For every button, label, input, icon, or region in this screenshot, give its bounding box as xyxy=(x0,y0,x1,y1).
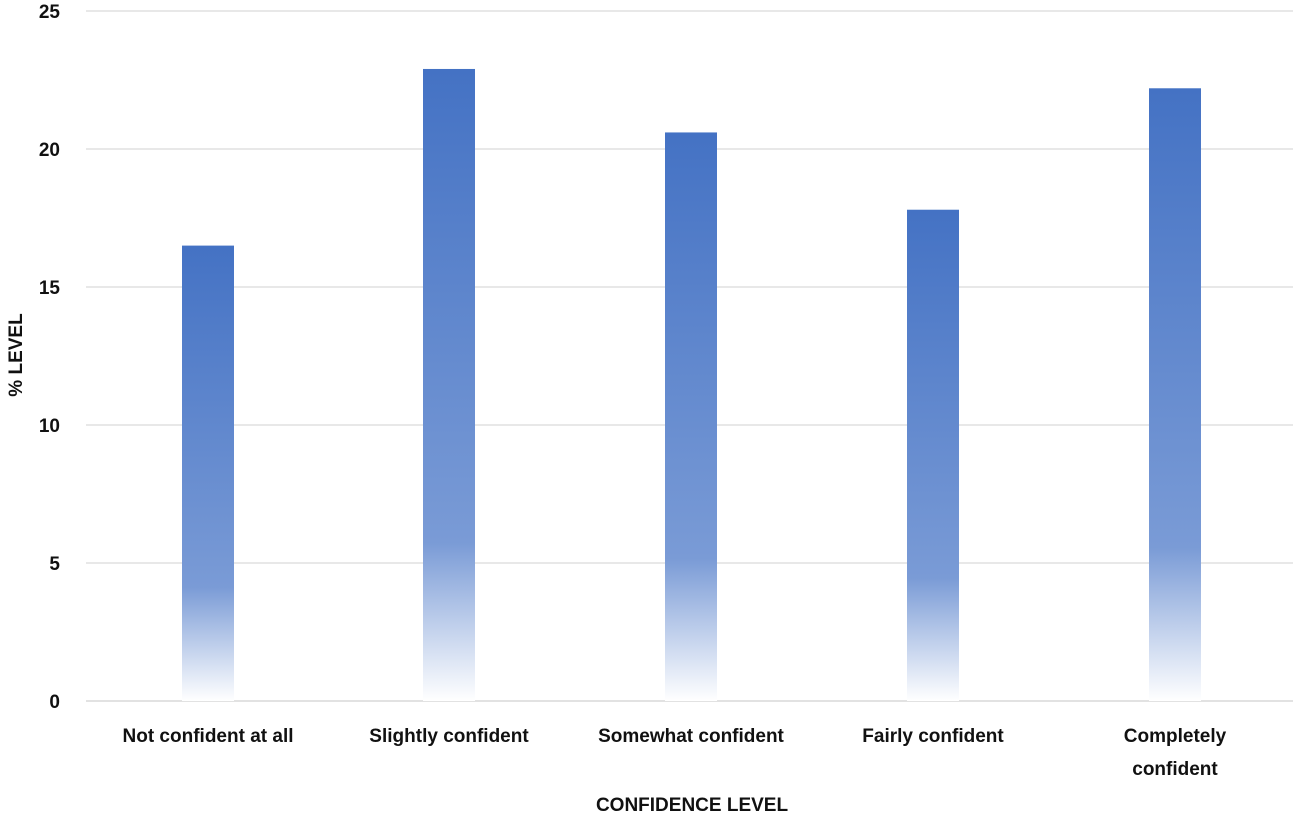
x-category-label-1: Slightly confident xyxy=(369,726,529,747)
bars xyxy=(182,68,1201,701)
y-tick-label-15: 15 xyxy=(39,278,61,299)
bar-2 xyxy=(665,132,717,701)
y-tick-label-5: 5 xyxy=(49,554,60,575)
y-tick-label-20: 20 xyxy=(39,140,60,161)
x-axis-categories: Not confident at all Slightly confident So… xyxy=(123,726,1227,780)
bar-3 xyxy=(907,209,959,701)
x-category-label-4-line-1: confident xyxy=(1132,759,1218,780)
y-tick-label-0: 0 xyxy=(49,692,60,713)
x-category-label-4-line-0: Completely xyxy=(1124,726,1227,747)
y-axis-title: % LEVEL xyxy=(6,313,27,397)
x-category-label-2: Somewhat confident xyxy=(598,726,784,747)
bar-1 xyxy=(423,68,475,701)
x-axis-title: CONFIDENCE LEVEL xyxy=(596,795,789,816)
y-axis-ticks: 0 5 10 15 20 25 xyxy=(39,2,61,713)
x-category-label-3: Fairly confident xyxy=(862,726,1004,747)
y-tick-label-25: 25 xyxy=(39,2,61,23)
bar-0 xyxy=(182,245,234,701)
y-tick-label-10: 10 xyxy=(39,416,60,437)
bar-4 xyxy=(1149,88,1201,701)
x-category-label-0: Not confident at all xyxy=(123,726,294,747)
